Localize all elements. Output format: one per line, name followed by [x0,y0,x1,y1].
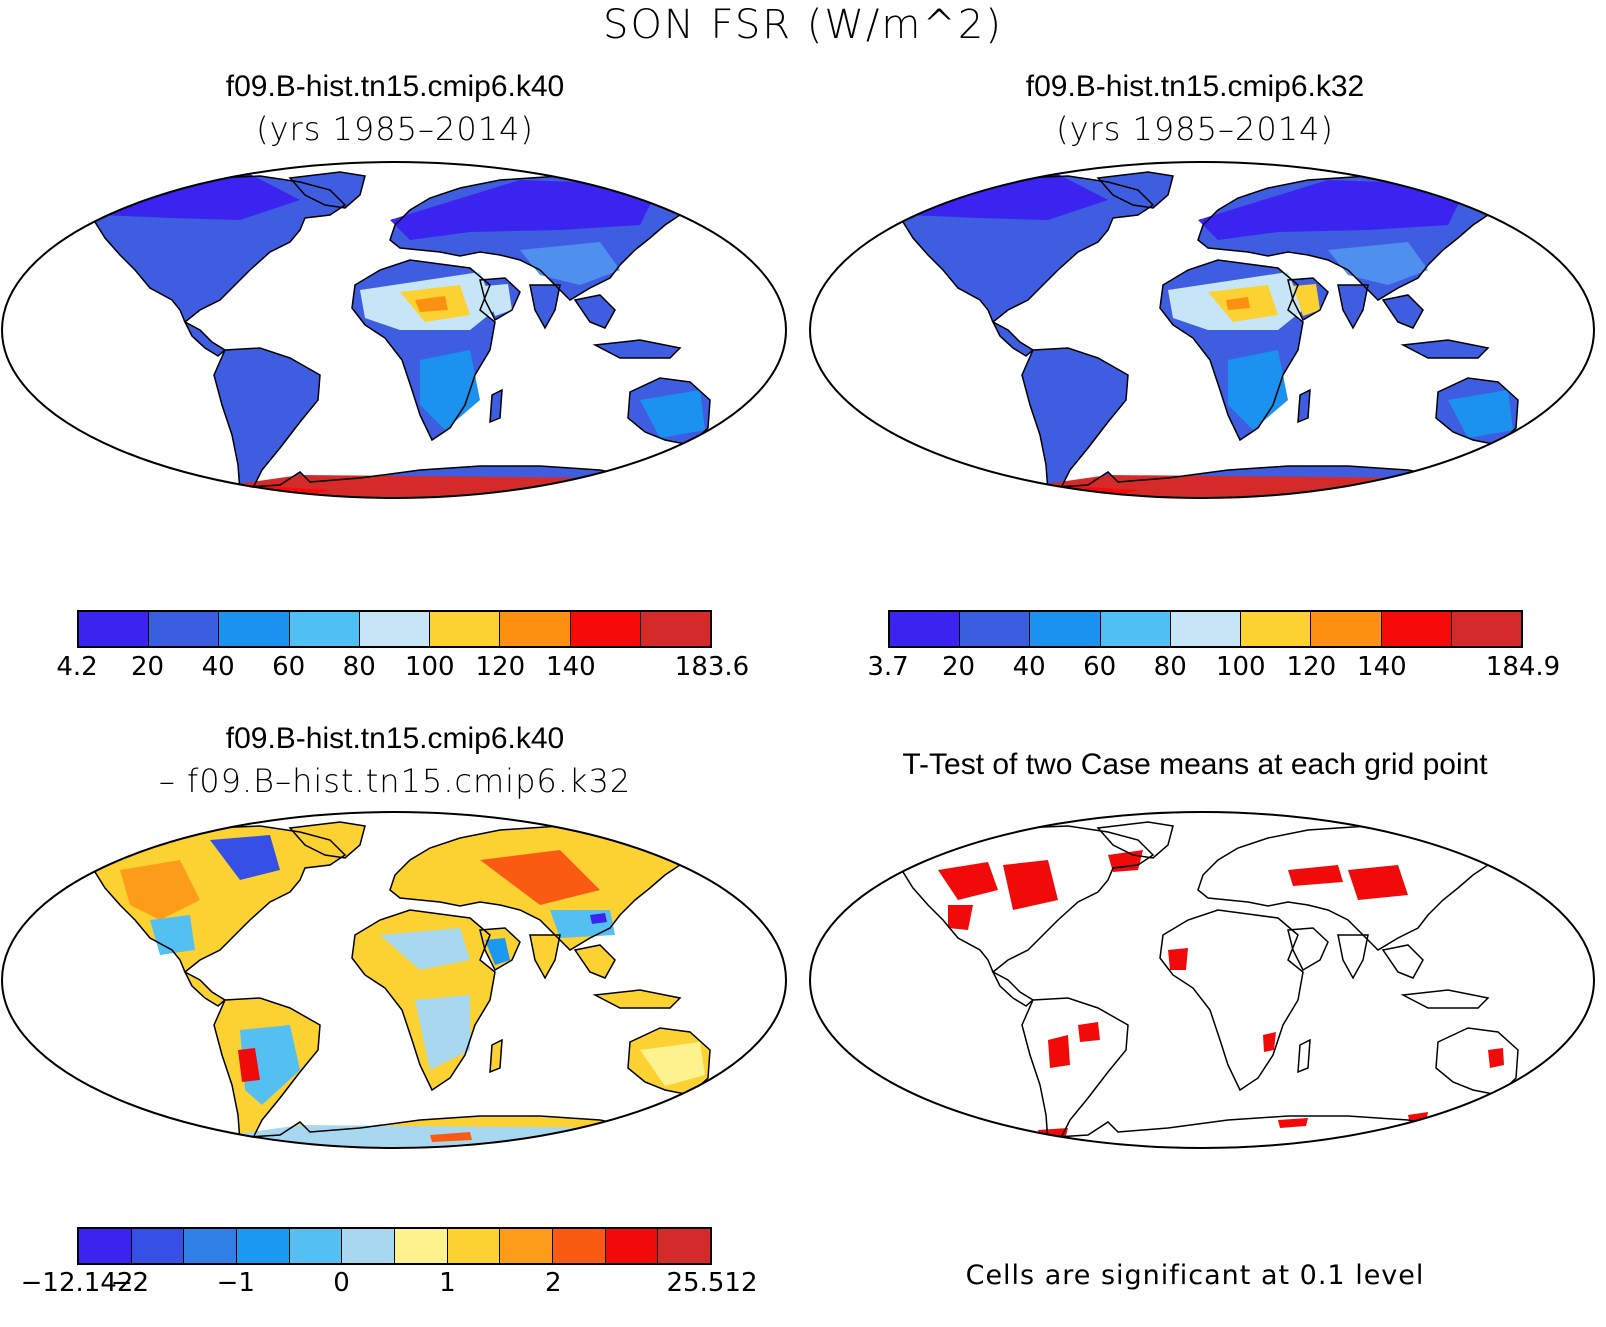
colorbar-tick-label: 120 [1286,652,1337,682]
colorbar-swatch [1100,612,1171,646]
colorbar-tick-label: 100 [1215,652,1266,682]
panel-title-top-right: f09.B-hist.tn15.cmip6.k32 [1025,70,1365,103]
colorbar-tick-label: 4.2 [56,652,98,682]
colorbar-labels-top-right: 3.7 20 40 60 80 100 120 140 184.9 [867,652,1560,682]
colorbar-swatch [184,1229,238,1263]
figure-title: SON FSR (W/m^2) [603,2,1003,48]
colorbar-swatch [500,1229,554,1263]
colorbar-tick-label: 100 [404,652,455,682]
colorbar-swatch [1311,612,1382,646]
colorbar-swatch [79,1229,132,1263]
significance-note: Cells are significant at 0.1 level [965,1260,1425,1291]
colorbar-tick-label: 1 [439,1268,456,1298]
colorbar-swatch [131,1229,185,1263]
colorbar-tick-label: 80 [342,652,376,682]
colorbar-swatch [500,612,571,646]
significance-cells [938,850,1504,1138]
map-top-right [809,161,1595,499]
colorbar-swatch [237,1229,290,1263]
colorbar-tick-label: 183.6 [674,652,750,682]
colorbar-labels-bottom-left: −12.142 −2 −1 0 1 2 25.512 [21,1268,758,1298]
colorbar-tick-label: 3.7 [867,652,909,682]
colorbar-tick-label: 80 [1153,652,1187,682]
colorbar-swatch [289,1229,343,1263]
panel-title-bottom-left: f09.B-hist.tn15.cmip6.k40 [225,722,565,755]
colorbar-swatch [289,612,360,646]
panel-subtitle-top-right: (yrs 1985–2014) [1056,110,1334,148]
colorbar-tick-label: 20 [942,652,976,682]
colorbar-swatch [149,612,220,646]
colorbar-tick-label: 0 [333,1268,350,1298]
colorbar-tick-label: −2 [110,1268,150,1298]
colorbar-bottom-left [77,1227,712,1265]
colorbar-tick-label: 184.9 [1485,652,1561,682]
map-bottom-right [809,811,1595,1149]
colorbar-tick-label: 20 [131,652,165,682]
colorbar-tick-label: 40 [201,652,235,682]
colorbar-swatch [605,1229,659,1263]
colorbar-tick-label: 40 [1012,652,1046,682]
colorbar-swatch [79,612,150,646]
colorbar-swatch [1381,612,1452,646]
panel-title-bottom-right: T-Test of two Case means at each grid po… [902,748,1488,781]
colorbar-tick-label: 2 [544,1268,562,1298]
colorbar-tick-label: −1 [216,1268,255,1298]
colorbar-swatch [219,612,290,646]
colorbar-swatch [430,612,501,646]
panel-subtitle-bottom-left: – f09.B–hist.tn15.cmip6.k32 [158,762,632,800]
panel-subtitle-top-left: (yrs 1985–2014) [256,110,534,148]
panel-title-top-left: f09.B-hist.tn15.cmip6.k40 [225,70,565,103]
colorbar-swatch [640,612,710,646]
colorbar-tick-label: 140 [1357,652,1407,682]
map-bottom-left [1,811,787,1149]
colorbar-swatch [395,1229,448,1263]
map-top-left [1,161,787,499]
colorbar-tick-label: −12.142 [20,1268,134,1298]
colorbar-swatch [960,612,1031,646]
colorbar-tick-label: 25.512 [666,1268,758,1298]
colorbar-swatch [1030,612,1101,646]
colorbar-swatch [658,1229,711,1263]
colorbar-top-right [888,610,1523,648]
colorbar-tick-label: 120 [475,652,526,682]
colorbar-swatch [553,1229,606,1263]
colorbar-swatch [570,612,641,646]
colorbar-swatch [359,612,431,646]
colorbar-labels-top-left: 4.2 20 40 60 80 100 120 140 183.6 [56,652,749,682]
colorbar-swatch [447,1229,501,1263]
colorbar-tick-label: 60 [1083,652,1117,682]
colorbar-swatch [890,612,961,646]
colorbar-swatch [1451,612,1521,646]
colorbar-tick-label: 60 [272,652,306,682]
colorbar-tick-label: 140 [546,652,596,682]
colorbar-swatch [1241,612,1312,646]
colorbar-swatch [1170,612,1242,646]
colorbar-top-left [77,610,712,648]
colorbar-swatch [342,1229,396,1263]
